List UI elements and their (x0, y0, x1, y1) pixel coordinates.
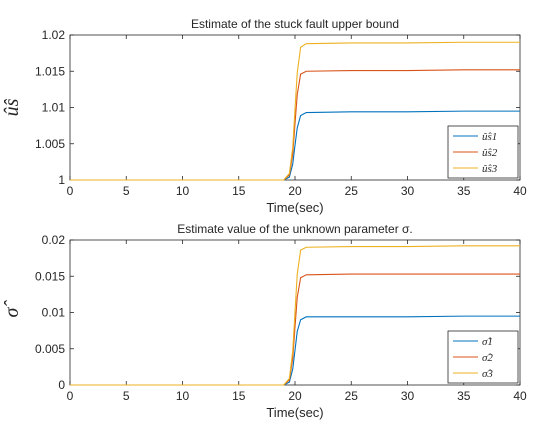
x-tick-label: 10 (176, 184, 190, 198)
legend: û̂s1 û̂s2 û̂s3 (447, 125, 519, 179)
x-tick-label: 30 (401, 389, 415, 403)
legend-label-2: û̂s2 (482, 147, 498, 159)
y-tick-label: 0.015 (35, 269, 65, 283)
x-axis-label: Time(sec) (266, 200, 323, 215)
y-axis-label: σ̂ (1, 300, 23, 318)
y-tick-label: 1 (58, 173, 65, 187)
x-axis-label: Time(sec) (266, 405, 323, 420)
x-tick-label: 10 (176, 389, 190, 403)
x-tick-label: 20 (288, 184, 302, 198)
y-tick-label: 1.01 (42, 101, 66, 115)
x-tick-label: 0 (67, 389, 74, 403)
y-tick-label: 0.01 (42, 306, 66, 320)
chart-panel-2: Estimate value of the unknown parameter … (1, 222, 527, 420)
legend-label-1: û̂s1 (482, 131, 497, 143)
x-tick-label: 5 (123, 389, 130, 403)
x-tick-label: 5 (123, 184, 130, 198)
legend-label-1: σ̂1 (482, 336, 493, 348)
series-line-2 (70, 69, 520, 181)
y-tick-label: 1.015 (35, 64, 65, 78)
series-line-3 (70, 41, 520, 181)
x-tick-label: 40 (513, 389, 527, 403)
x-tick-label: 35 (457, 184, 471, 198)
series-line-2 (70, 273, 520, 386)
x-tick-label: 25 (345, 389, 359, 403)
x-tick-label: 0 (67, 184, 74, 198)
y-tick-label: 1.005 (35, 137, 65, 151)
y-tick-label: 0 (58, 378, 65, 392)
x-tick-label: 25 (345, 184, 359, 198)
chart-title: Estimate value of the unknown parameter … (177, 222, 413, 236)
legend: σ̂1 σ̂2 σ̂3 (447, 330, 519, 384)
series-line-1 (70, 315, 520, 386)
series-line-3 (70, 245, 520, 386)
y-tick-label: 0.02 (42, 233, 66, 247)
chart-title: Estimate of the stuck fault upper bound (191, 17, 399, 31)
y-tick-label: 1.02 (42, 28, 66, 42)
x-tick-label: 15 (232, 389, 246, 403)
chart-panel-1: Estimate of the stuck fault upper bound 0… (1, 17, 527, 215)
x-tick-label: 30 (401, 184, 415, 198)
x-tick-label: 15 (232, 184, 246, 198)
y-tick-label: 0.005 (35, 342, 65, 356)
legend-label-3: σ̂3 (482, 368, 493, 380)
y-axis-label: û̂s (1, 98, 23, 116)
legend-label-3: û̂s3 (482, 163, 498, 175)
x-tick-label: 40 (513, 184, 527, 198)
legend-box (447, 125, 519, 179)
series-line-1 (70, 110, 520, 181)
legend-label-2: σ̂2 (482, 352, 493, 364)
x-tick-label: 35 (457, 389, 471, 403)
x-tick-label: 20 (288, 389, 302, 403)
